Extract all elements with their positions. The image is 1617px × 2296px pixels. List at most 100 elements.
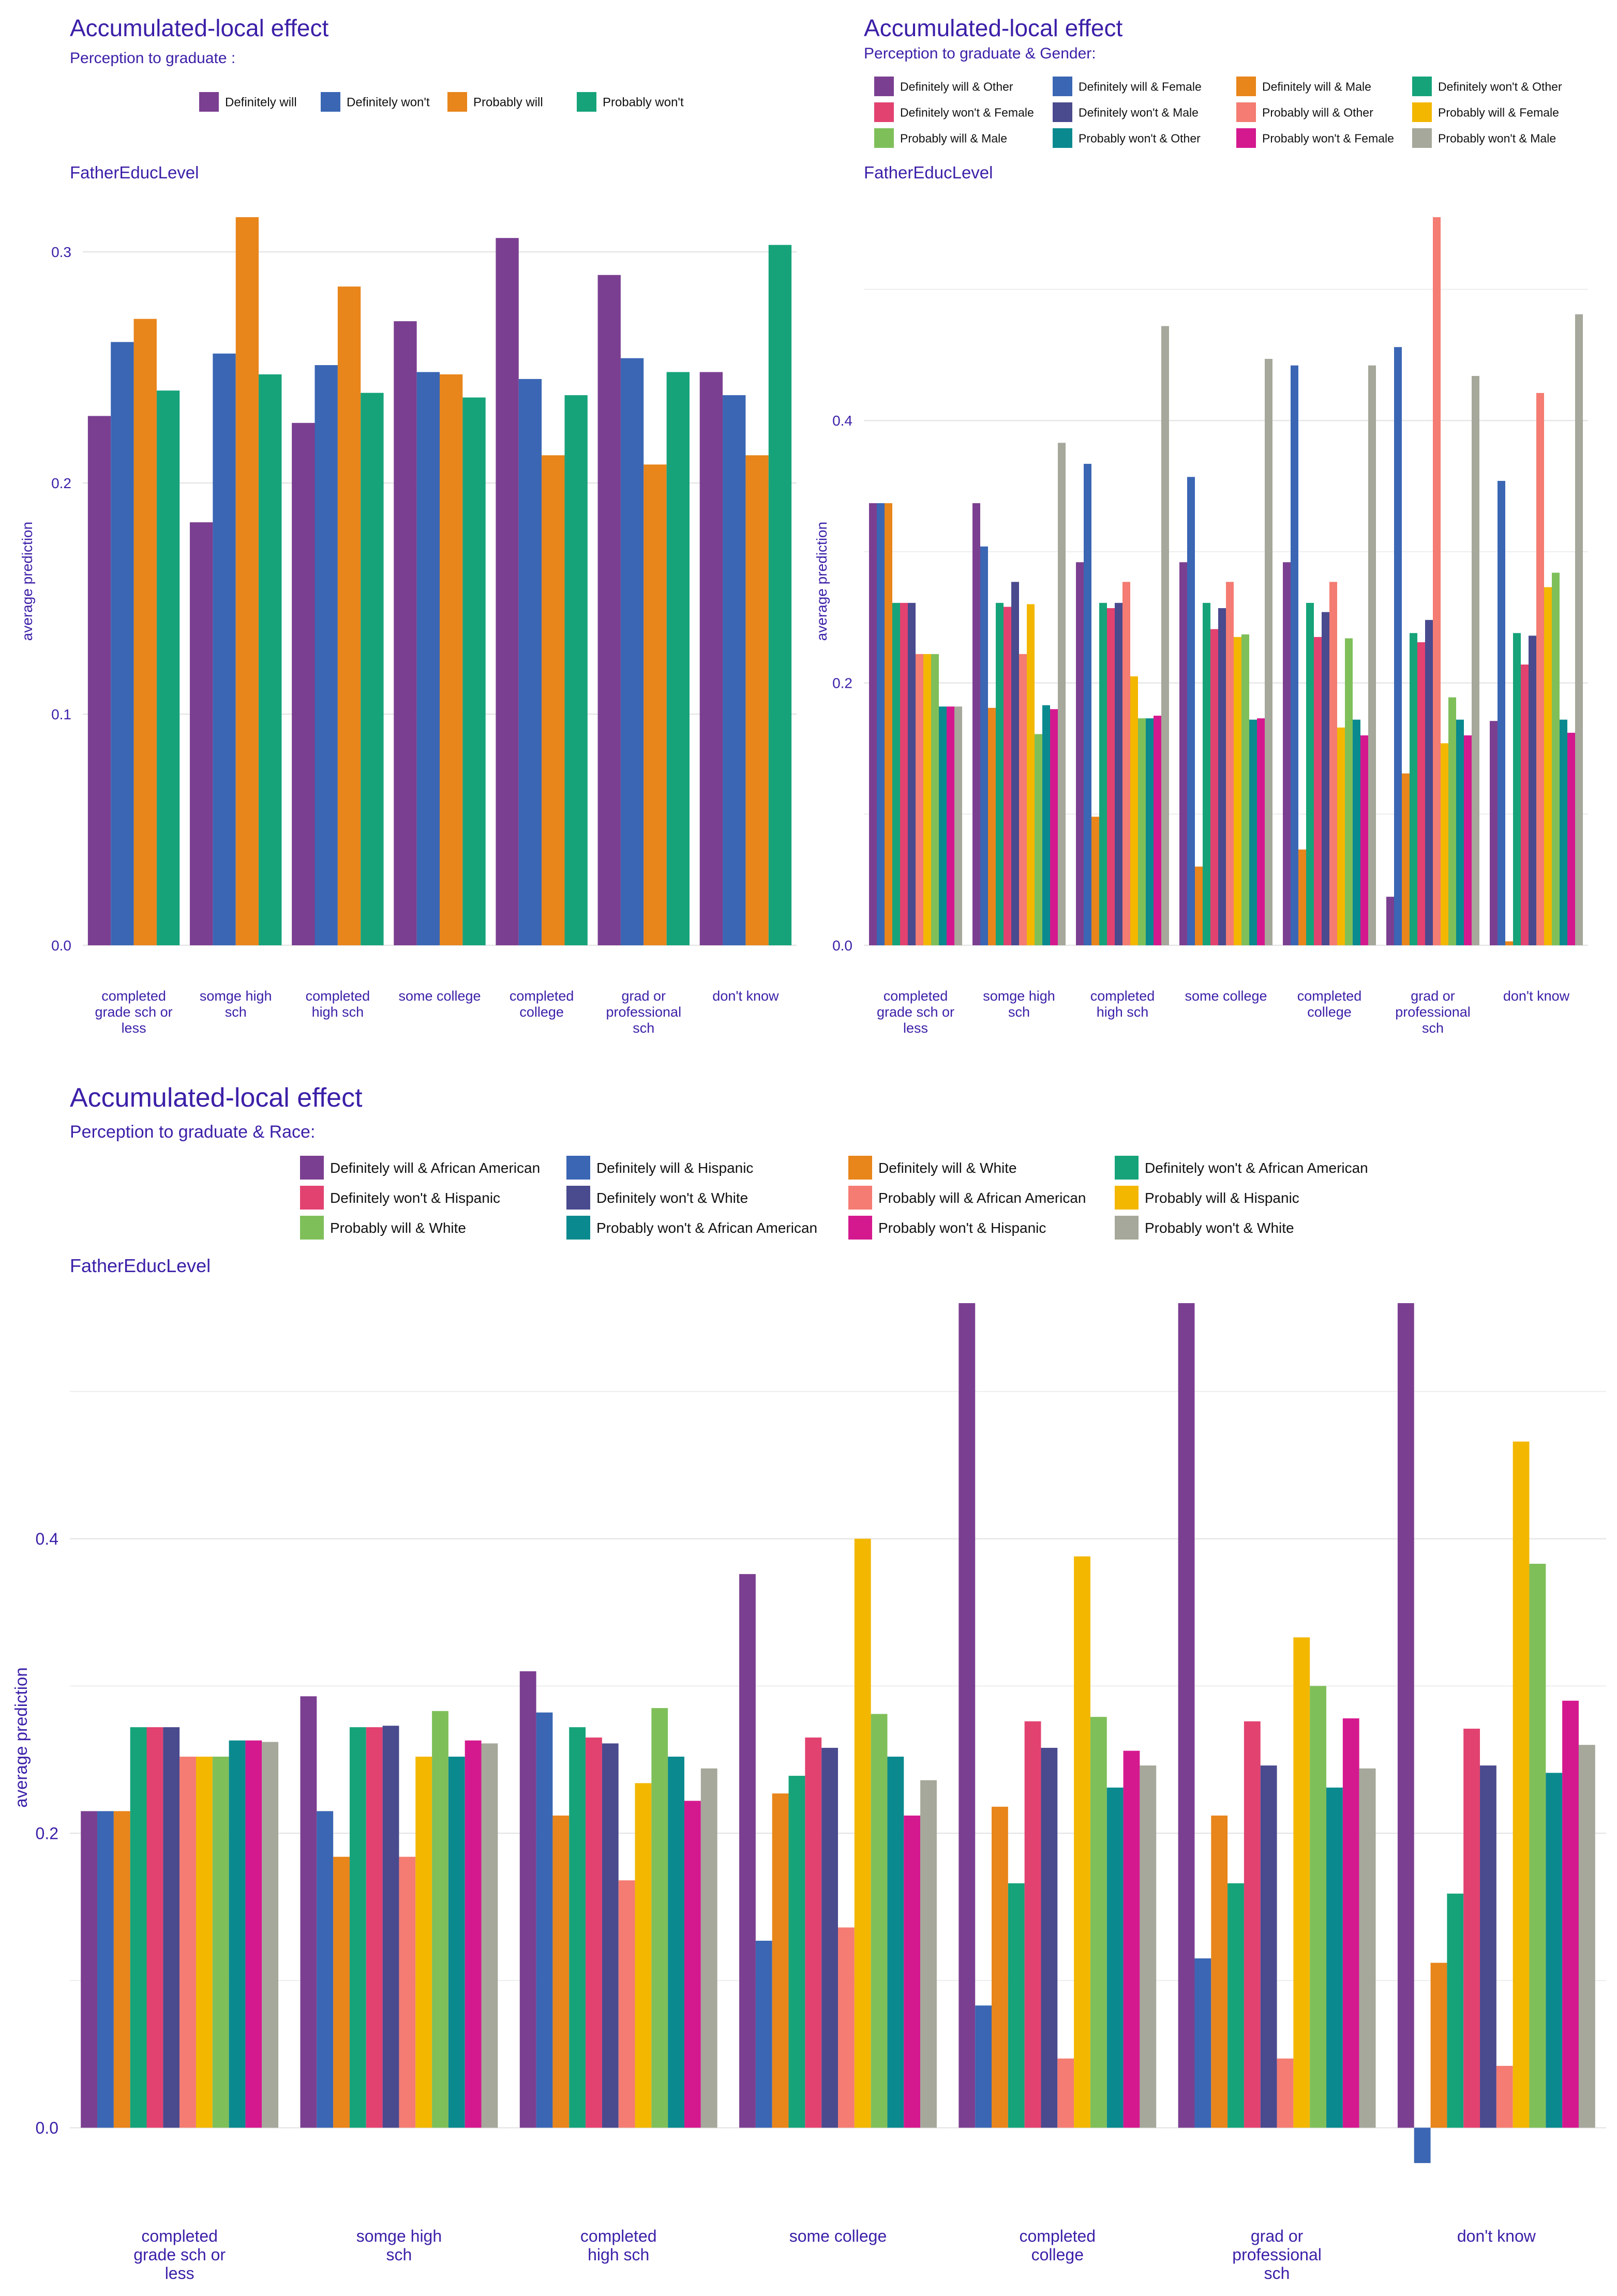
x-tick-label: don't know (712, 988, 779, 1004)
legend-label: Definitely will & White (878, 1160, 1017, 1176)
bar (1091, 817, 1099, 945)
bar (1146, 718, 1154, 945)
legend-label: Definitely will & Other (900, 80, 1013, 93)
bar (1024, 1721, 1041, 2128)
legend-label: Probably will & Hispanic (1145, 1190, 1299, 1206)
legend-item: Probably will & Other (1236, 102, 1373, 122)
x-tick-label-line: completed (884, 988, 948, 1004)
legend-swatch (1236, 102, 1256, 122)
legend: Definitely will & African American Defini… (300, 1156, 1368, 1240)
bar (1448, 697, 1456, 945)
bar (432, 1711, 448, 2128)
bar (1414, 2127, 1431, 2163)
bar (992, 1806, 1008, 2128)
y-tick-label: 0.2 (832, 675, 852, 691)
bar (1345, 638, 1353, 945)
bar (755, 1940, 772, 2128)
bar (916, 654, 923, 945)
bar (666, 372, 690, 945)
legend-label: Probably won't & Female (1262, 131, 1394, 145)
x-tick-label-line: grade sch or (133, 2245, 226, 2264)
x-tick-label: some college (789, 2227, 887, 2245)
bar (536, 1712, 553, 2128)
legend-item: Definitely will & Hispanic (566, 1156, 753, 1180)
legend-label: Probably will (473, 95, 543, 109)
bar (1496, 2065, 1513, 2128)
bar (133, 319, 157, 945)
y-tick-label: 0.2 (51, 475, 71, 491)
bar (1195, 866, 1203, 945)
bar (111, 342, 134, 946)
bar (1529, 1564, 1546, 2128)
bar (196, 1757, 213, 2128)
chart-panel-1: Accumulated-local effect Perception to gr… (19, 14, 797, 1036)
bar (871, 1714, 888, 2128)
bar (1513, 1441, 1530, 2128)
x-tick-label: completed college (1019, 2227, 1096, 2264)
y-axis-label: average prediction (11, 1667, 31, 1808)
legend-label: Definitely will (225, 95, 297, 109)
bar (651, 1708, 668, 2128)
legend-label: Probably won't (603, 95, 684, 109)
x-tick-label-line: don't know (1503, 988, 1570, 1004)
legend-item: Probably won't & White (1115, 1216, 1294, 1240)
bar (1513, 633, 1521, 945)
x-tick-label-line: don't know (1457, 2227, 1536, 2245)
bar (1578, 1745, 1595, 2128)
bar (315, 365, 338, 945)
legend-item: Probably will & Hispanic (1115, 1186, 1299, 1210)
facet-label: FatherEducLevel (70, 1255, 211, 1276)
bar (366, 1727, 383, 2128)
bar (1130, 676, 1138, 945)
legend-item: Definitely won't & Male (1053, 102, 1199, 122)
x-tick-label-line: high sch (588, 2245, 649, 2264)
legend-swatch (848, 1216, 872, 1240)
bar (745, 455, 769, 945)
bar (382, 1726, 399, 2128)
bar (179, 1757, 196, 2128)
bar (259, 374, 282, 945)
legend-item: Definitely won't & White (566, 1186, 748, 1210)
bar (923, 654, 931, 945)
legend-swatch (300, 1186, 324, 1210)
bar (1560, 719, 1567, 945)
x-tick-label-line: sch (225, 1004, 247, 1020)
bar (1099, 602, 1107, 945)
legend-swatch (1412, 102, 1432, 122)
legend-label: Definitely won't & Female (900, 105, 1034, 119)
bar (1360, 735, 1368, 945)
legend-swatch (300, 1156, 324, 1180)
legend-label: Probably will & Male (900, 131, 1007, 145)
legend-swatch (1053, 77, 1072, 96)
y-axis-label: average prediction (814, 522, 830, 641)
legend-label: Definitely won't & Hispanic (330, 1190, 500, 1206)
legend-item: Probably won't & Male (1412, 128, 1556, 148)
x-tick-label: completed grade sch or less (95, 988, 173, 1036)
bar (1076, 562, 1084, 945)
x-tick-label-line: completed (101, 988, 166, 1004)
bar (1218, 608, 1226, 945)
bar (996, 602, 1004, 945)
x-tick-label-line: completed (1297, 988, 1362, 1004)
bar (1552, 572, 1560, 945)
bar (959, 1303, 976, 2128)
bar (1210, 629, 1218, 945)
legend-swatch (1236, 128, 1256, 148)
bar (668, 1757, 684, 2128)
bar (1353, 719, 1360, 945)
y-tick-label: 0.1 (51, 706, 71, 722)
legend-label: Probably will & White (330, 1220, 466, 1236)
bar (1260, 1765, 1277, 2128)
bar (1161, 326, 1169, 945)
x-tick-label-line: somge high (983, 988, 1055, 1004)
x-tick-label: completed grade sch or less (133, 2227, 226, 2283)
legend-label: Definitely won't & African American (1145, 1160, 1368, 1176)
bar (988, 707, 996, 945)
bar (699, 372, 723, 945)
bar (947, 706, 954, 945)
bar (1084, 463, 1091, 945)
bar (1241, 634, 1249, 945)
bar (97, 1811, 114, 2128)
bar (1244, 1721, 1261, 2128)
